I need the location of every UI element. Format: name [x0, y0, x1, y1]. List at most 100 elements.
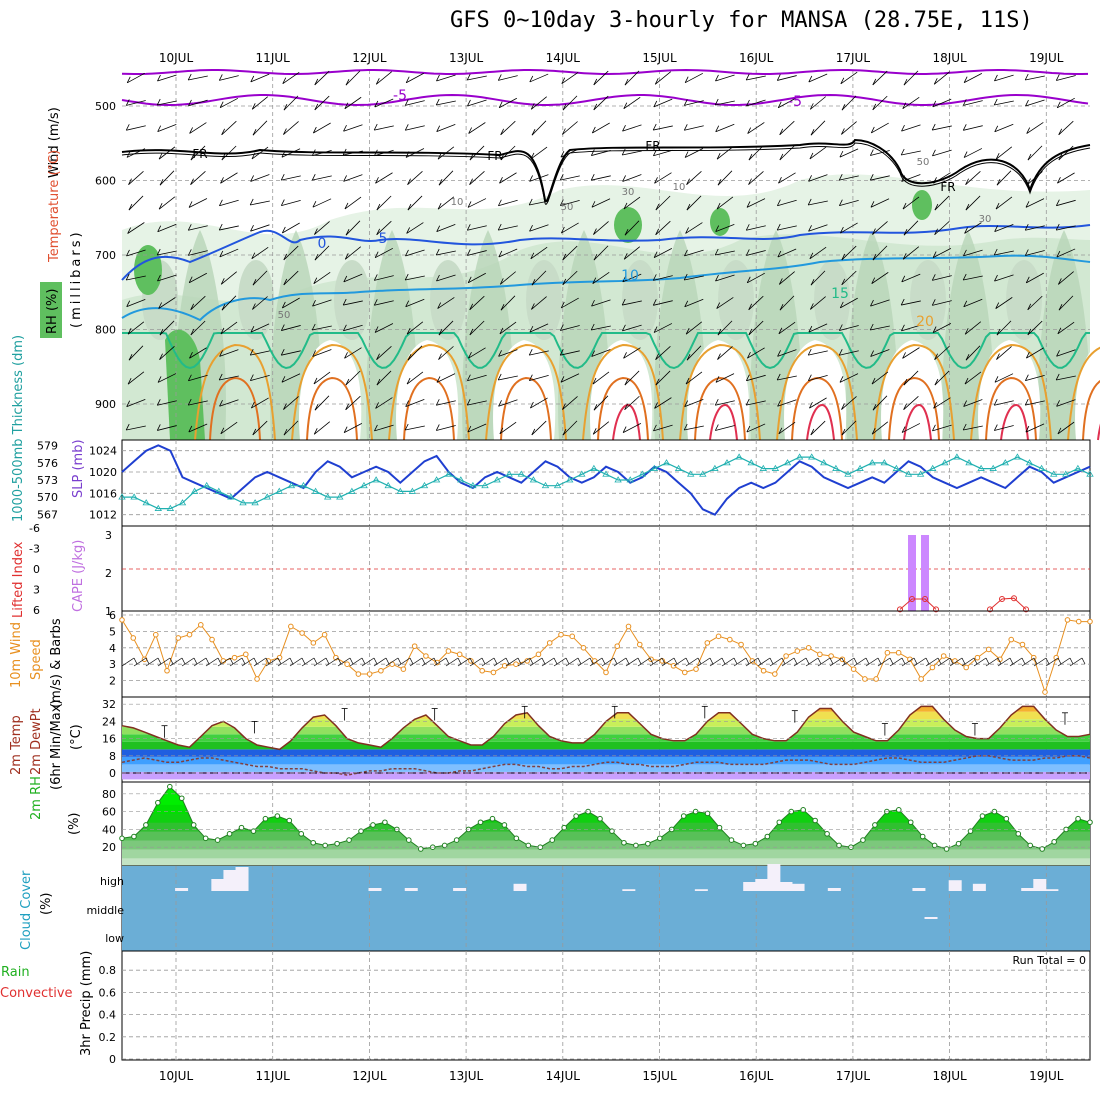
wind-speed-marker: [1008, 636, 1015, 643]
wind-barb: [902, 347, 920, 359]
wind-barb-flag: [869, 323, 874, 331]
wind-barb-flag: [251, 152, 256, 160]
wind-barb: [715, 373, 735, 383]
wind-barb-flag: [251, 401, 255, 409]
wind-barb-flag: [683, 99, 688, 106]
wind-barb-flag: [697, 657, 702, 665]
wind-barb-flag: [313, 277, 318, 284]
wind-barb: [870, 198, 890, 208]
axis-label-temperature: Temperature (°C): [47, 150, 62, 263]
rh-line: [121, 785, 1091, 850]
wind-barb: [840, 297, 858, 309]
thickness-marker: [565, 476, 574, 483]
y-tick-label: 0: [109, 767, 116, 780]
wind-barb-flag: [716, 302, 721, 309]
wind-barb: [808, 200, 828, 206]
wind-barb-flag: [808, 325, 813, 333]
slp-thickness-panel: 57957657357056710241020101610121000-500m…: [11, 335, 1094, 527]
wind-barb: [1027, 145, 1043, 161]
wind-barb: [282, 222, 300, 234]
date-label-top: 13JUL: [449, 51, 484, 65]
wind-barb: [817, 657, 831, 667]
isotherm-30: [709, 403, 738, 441]
wind-barb-flag: [481, 657, 486, 665]
thickness-marker: [1086, 470, 1094, 477]
rh-marker: [346, 837, 352, 843]
thickness-marker: [844, 470, 852, 477]
wind-barb: [252, 296, 268, 310]
wind-barb-flag: [466, 224, 471, 231]
wind-barb-flag: [373, 657, 378, 665]
wind-barb-flag: [683, 124, 688, 131]
wind-barb-flag: [779, 303, 784, 311]
y-tick-label: -3: [29, 543, 40, 556]
wind-barb-flag: [1045, 657, 1050, 665]
wind-barb: [779, 145, 795, 161]
wind-barb: [561, 71, 579, 85]
wind-barb: [902, 97, 920, 109]
wind-barb: [344, 347, 362, 359]
wind-barb: [467, 99, 487, 107]
wind-speed-marker: [456, 651, 463, 658]
axis-label-li: Lifted Index: [11, 541, 26, 618]
wind-barb-flag: [345, 228, 350, 236]
wind-barb-flag: [684, 76, 689, 83]
wind-barb-flag: [714, 399, 719, 406]
wind-barb: [250, 224, 270, 232]
wind-barb-flag: [281, 151, 286, 158]
thickness-marker: [517, 470, 526, 477]
wind-barb: [716, 196, 734, 210]
wind-barb-flag: [777, 400, 781, 407]
wind-barb: [745, 657, 759, 667]
wind-barb-flag: [221, 303, 226, 311]
wind-barb: [145, 657, 159, 667]
thickness-marker: [1074, 464, 1082, 471]
wind-barb-flag: [624, 403, 628, 410]
wind-barb-flag: [457, 657, 462, 665]
wind-barb-flag: [374, 251, 379, 258]
thickness-marker: [444, 470, 453, 477]
wind-barb-flag: [577, 657, 582, 665]
rh-marker: [1015, 831, 1022, 837]
wind-barb: [283, 420, 299, 436]
wind-barb-flag: [932, 100, 937, 108]
wind-barb-flag: [156, 399, 161, 406]
axis-label-rh2m: 2m RH: [29, 776, 44, 820]
wind-barb: [655, 220, 671, 236]
isotherm-20: [582, 343, 664, 441]
wind-barb: [126, 148, 146, 158]
wind-barb: [937, 657, 951, 667]
temp-band: [122, 726, 1090, 735]
wind-barb: [530, 146, 548, 160]
isotherm-20: [679, 343, 761, 441]
cloud-high-bar: [755, 879, 769, 891]
wind-speed-marker: [772, 671, 778, 677]
axis-label-minmax: (6hr Min/Max): [49, 700, 64, 790]
wind-barb: [995, 297, 1013, 309]
wind-barb-flag: [995, 153, 1000, 160]
wind-barb-flag: [405, 151, 410, 158]
wind-barb: [312, 175, 332, 181]
wind-barb-flag: [637, 657, 642, 665]
rh-marker: [1051, 839, 1057, 845]
wind-barb-flag: [438, 353, 442, 360]
isotherm-25: [597, 376, 649, 441]
wind-barb: [733, 657, 747, 667]
wind-barb: [622, 124, 642, 132]
wind-barb: [653, 275, 673, 281]
y-tick-label: 6: [33, 604, 40, 617]
wind-barb-flag: [436, 74, 440, 82]
wind-barb-flag: [593, 103, 598, 111]
wind-barb-flag: [624, 78, 629, 86]
wind-barb-flag: [280, 348, 285, 356]
wind-barb: [157, 74, 177, 82]
thickness-marker: [868, 459, 876, 466]
wind-barb-flag: [406, 328, 411, 335]
date-label-bottom: 11JUL: [256, 1069, 291, 1083]
wind-barb-flag: [949, 657, 954, 665]
wind-barb: [994, 100, 1014, 106]
wind-barb: [376, 346, 392, 360]
wind-barb: [469, 295, 485, 311]
thickness-marker: [795, 453, 804, 460]
